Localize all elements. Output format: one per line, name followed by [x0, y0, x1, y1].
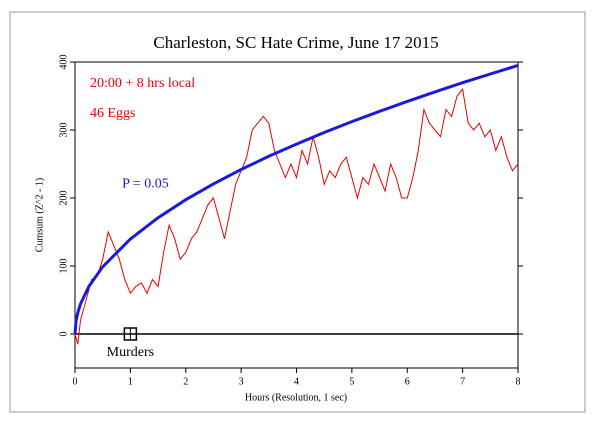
x-axis-label: Hours (Resolution, 1 sec): [245, 392, 347, 403]
chart-title: Charleston, SC Hate Crime, June 17 2015: [153, 33, 438, 52]
y-tick-label: 200: [58, 191, 69, 206]
x-tick-label: 3: [239, 376, 244, 387]
page-border: [9, 11, 586, 413]
data-line: [73, 63, 519, 335]
plot-frame: [74, 61, 519, 369]
x-tick-label: 0: [73, 376, 78, 387]
y-tick-label: 100: [58, 259, 69, 274]
x-tick-label: 7: [460, 376, 465, 387]
series-label: P = 0.05: [122, 177, 169, 192]
y-tick-label: 300: [58, 123, 69, 138]
x-tick-label: 1: [128, 376, 133, 387]
event-label: Murders: [107, 345, 154, 360]
annotation: 20:00 + 8 hrs local: [90, 76, 195, 91]
data-line: [74, 88, 519, 345]
annotation: 46 Eggs: [90, 106, 136, 121]
x-tick-label: 6: [405, 376, 410, 387]
y-axis-label: Cumsum (Z^2 - 1): [34, 178, 45, 252]
x-tick-label: 2: [183, 376, 188, 387]
y-tick-label: 400: [58, 55, 69, 70]
y-tick-label: 0: [58, 332, 69, 337]
x-tick-label: 5: [349, 376, 354, 387]
x-tick-label: 8: [516, 376, 521, 387]
x-tick-label: 4: [294, 376, 299, 387]
